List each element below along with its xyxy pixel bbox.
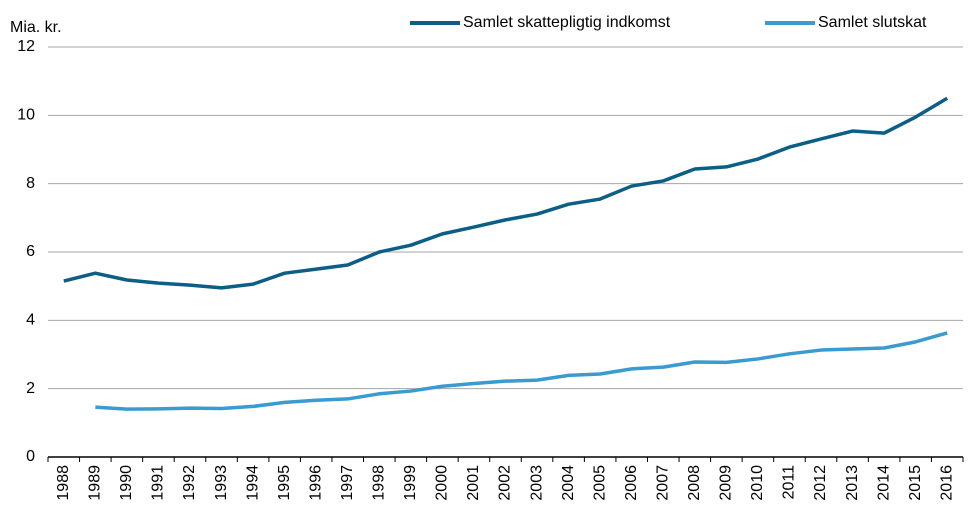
- x-tick-label: 2002: [497, 465, 514, 501]
- x-tick-label: 1992: [181, 465, 198, 501]
- y-tick-label: 12: [17, 38, 35, 55]
- legend-label: Samlet slutskat: [818, 14, 927, 31]
- x-tick-label: 2006: [623, 465, 640, 501]
- x-tick-label: 1998: [371, 465, 388, 501]
- y-axis-label: Mia. kr.: [10, 19, 62, 36]
- x-tick-label: 2004: [560, 465, 577, 501]
- x-tick-label: 1999: [402, 465, 419, 501]
- y-tick-label: 4: [26, 312, 35, 329]
- x-tick-label: 1988: [55, 465, 72, 501]
- x-tick-label: 2001: [465, 465, 482, 501]
- y-tick-label: 8: [26, 175, 35, 192]
- x-tick-label: 2003: [528, 465, 545, 501]
- y-tick-label: 6: [26, 243, 35, 260]
- x-tick-label: 2005: [591, 465, 608, 501]
- y-tick-label: 0: [26, 448, 35, 465]
- x-tick-label: 2000: [434, 465, 451, 501]
- x-tick-label: 2009: [718, 465, 735, 501]
- x-tick-label: 1996: [307, 465, 324, 501]
- x-tick-label: 1997: [339, 465, 356, 501]
- legend-label: Samlet skattepligtig indkomst: [463, 14, 671, 31]
- x-tick-label: 2014: [875, 465, 892, 501]
- x-tick-label: 1994: [244, 465, 261, 501]
- x-tick-label: 2007: [654, 465, 671, 501]
- x-tick-label: 2012: [812, 465, 829, 501]
- x-tick-label: 2011: [781, 465, 798, 500]
- x-tick-label: 2015: [907, 465, 924, 501]
- x-tick-label: 2016: [938, 465, 955, 501]
- x-tick-label: 1991: [150, 465, 167, 501]
- line-series: [63, 96, 949, 290]
- x-tick-label: 1989: [87, 465, 104, 501]
- x-tick-label: 2010: [749, 465, 766, 501]
- x-tick-label: 2008: [686, 465, 703, 501]
- x-tick-label: 1993: [213, 465, 230, 501]
- y-tick-label: 2: [26, 380, 35, 397]
- line-series: [95, 331, 948, 411]
- x-tick-label: 1995: [276, 465, 293, 501]
- y-tick-label: 10: [17, 107, 35, 124]
- x-tick-label: 2013: [844, 465, 861, 501]
- x-tick-label: 1990: [118, 465, 135, 501]
